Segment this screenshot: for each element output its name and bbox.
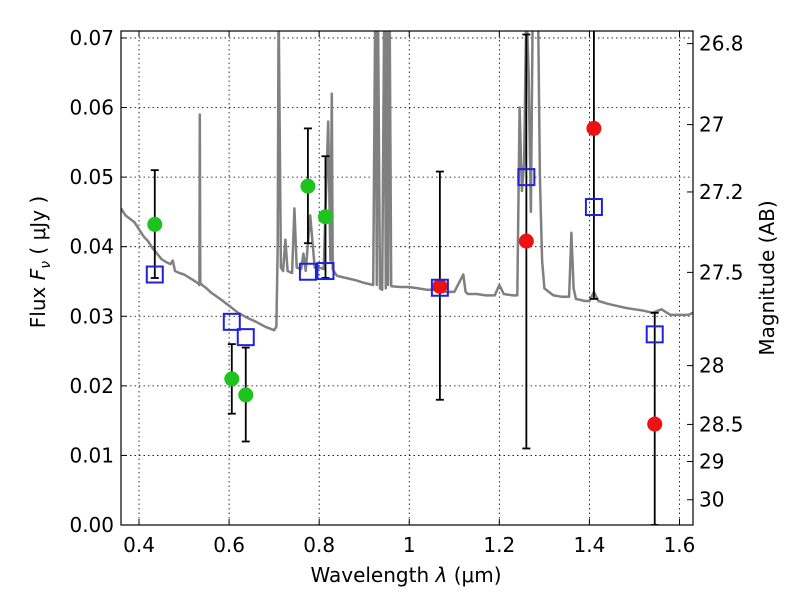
y-tick-label: 0.01 bbox=[69, 443, 114, 467]
x-tick-label: 0.8 bbox=[303, 533, 335, 557]
magnitude-tick-label: 30 bbox=[699, 488, 724, 512]
spectrum-series bbox=[121, 31, 693, 332]
x-axis-title: Wavelength λ (μm) bbox=[310, 563, 501, 587]
y-tick-label: 0.07 bbox=[69, 26, 114, 50]
y-axis-title: Flux Fν ( μJy ) bbox=[26, 196, 55, 328]
magnitude-tick-label: 28 bbox=[699, 354, 724, 378]
spectrum-line bbox=[121, 31, 693, 332]
magnitude-tick-label: 27 bbox=[699, 113, 724, 137]
y-tick-label: 0.02 bbox=[69, 374, 114, 398]
model-point bbox=[316, 262, 335, 281]
data-point bbox=[647, 416, 663, 432]
magnitude-axis-title: Magnitude (AB) bbox=[755, 200, 779, 355]
magnitude-axis-ticks: 26.8 27 27.2 27.5 28 28.5 29 30 bbox=[687, 32, 744, 512]
plot-frame bbox=[120, 30, 694, 526]
x-tick-label: 1.2 bbox=[483, 533, 515, 557]
model-point bbox=[584, 198, 603, 217]
x-tick-label: 0.4 bbox=[123, 533, 155, 557]
x-axis-ticks: 0.4 0.6 0.8 1 1.2 1.4 1.6 bbox=[123, 31, 695, 557]
x-tick-label: 1 bbox=[403, 533, 416, 557]
magnitude-tick-label: 27.5 bbox=[699, 260, 744, 284]
error-bar bbox=[589, 31, 598, 300]
error-bars bbox=[150, 31, 659, 525]
data-point bbox=[224, 371, 240, 387]
y-tick-label: 0.00 bbox=[69, 513, 114, 537]
data-point bbox=[300, 178, 316, 194]
data-point bbox=[586, 120, 602, 136]
model-point bbox=[145, 265, 164, 284]
y-tick-label: 0.06 bbox=[69, 96, 114, 120]
data-point bbox=[238, 387, 254, 403]
model-point bbox=[430, 278, 449, 297]
x-tick-label: 1.6 bbox=[664, 533, 696, 557]
data-point bbox=[432, 278, 448, 294]
model-point bbox=[517, 168, 536, 187]
x-tick-label: 1.4 bbox=[574, 533, 606, 557]
data-point bbox=[317, 209, 333, 225]
grid-lines bbox=[121, 31, 693, 526]
y-tick-label: 0.05 bbox=[69, 165, 114, 189]
magnitude-tick-label: 28.5 bbox=[699, 412, 744, 436]
y-axis-ticks: 0.00 0.01 0.02 0.03 0.04 0.05 0.06 0.07 bbox=[69, 26, 127, 537]
model-point bbox=[222, 312, 241, 331]
model-point bbox=[298, 262, 317, 281]
data-point bbox=[518, 233, 534, 249]
magnitude-tick-label: 26.8 bbox=[699, 32, 744, 56]
data-point bbox=[147, 216, 163, 232]
y-tick-label: 0.04 bbox=[69, 235, 114, 259]
magnitude-tick-label: 29 bbox=[699, 450, 724, 474]
data-markers bbox=[145, 120, 664, 432]
plot-area bbox=[121, 31, 693, 525]
model-point bbox=[645, 325, 664, 344]
magnitude-tick-label: 27.2 bbox=[699, 180, 744, 204]
y-tick-label: 0.03 bbox=[69, 304, 114, 328]
x-tick-label: 0.6 bbox=[213, 533, 245, 557]
model-point bbox=[236, 328, 255, 347]
